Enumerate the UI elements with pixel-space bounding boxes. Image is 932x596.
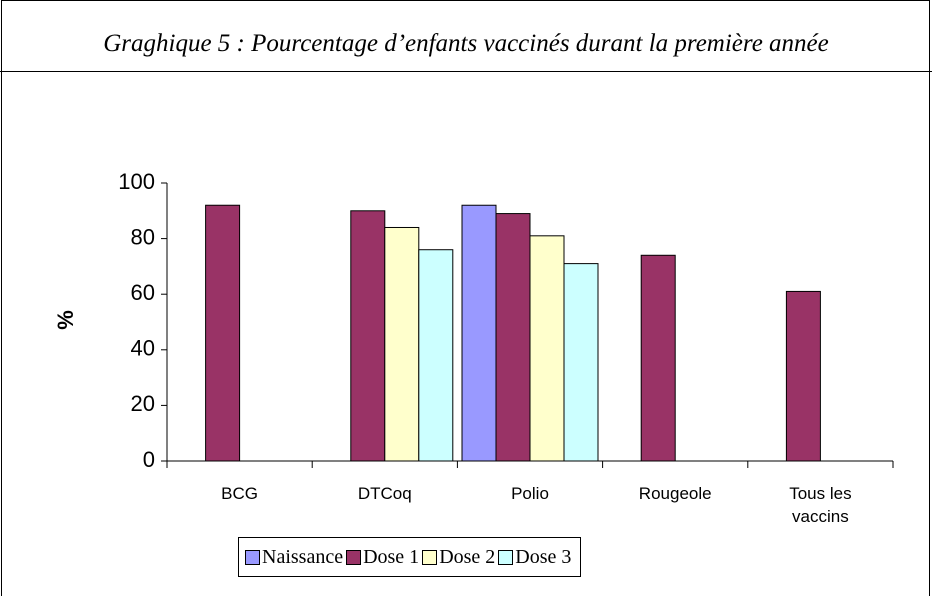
bar: [350, 210, 386, 462]
legend: Naissance Dose 1 Dose 2 Dose 3: [238, 537, 582, 577]
bar: [563, 263, 599, 462]
legend-label: Naissance: [262, 545, 344, 568]
bar: [640, 254, 676, 462]
y-tick-label: 100: [118, 169, 155, 194]
y-tick-label: 20: [131, 391, 155, 416]
bar: [205, 204, 241, 462]
legend-item: Dose 3: [498, 546, 571, 569]
legend-item: Dose 2: [422, 546, 495, 569]
bar: [495, 213, 531, 462]
legend-item: Dose 1: [346, 546, 419, 569]
y-tick-label: 80: [131, 224, 155, 249]
legend-label: Dose 3: [515, 545, 572, 568]
y-tick-label: 0: [143, 447, 155, 472]
x-tick-label: DTCoq: [357, 484, 412, 503]
x-tick-label: BCG: [221, 484, 259, 503]
legend-swatch: [498, 549, 514, 565]
x-tick-label: Rougeole: [638, 484, 712, 503]
bar: [418, 249, 454, 462]
bar: [785, 290, 821, 462]
chart-title: Graghique 5 : Pourcentage d’enfants vacc…: [0, 0, 932, 72]
legend-label: Dose 1: [363, 545, 420, 568]
legend-label: Dose 2: [439, 545, 496, 568]
y-axis-label: %: [53, 310, 78, 330]
x-tick-label: Polio: [511, 484, 549, 503]
x-tick-label: Tous les vaccins: [789, 484, 852, 526]
y-tick-label: 60: [131, 280, 155, 305]
legend-swatch: [245, 549, 260, 565]
bar: [529, 235, 565, 462]
bar: [384, 226, 420, 462]
y-tick-label: 40: [131, 336, 155, 361]
legend-item: Naissance: [245, 546, 343, 569]
bar: [461, 204, 497, 462]
legend-swatch: [346, 549, 362, 565]
legend-swatch: [422, 549, 438, 565]
